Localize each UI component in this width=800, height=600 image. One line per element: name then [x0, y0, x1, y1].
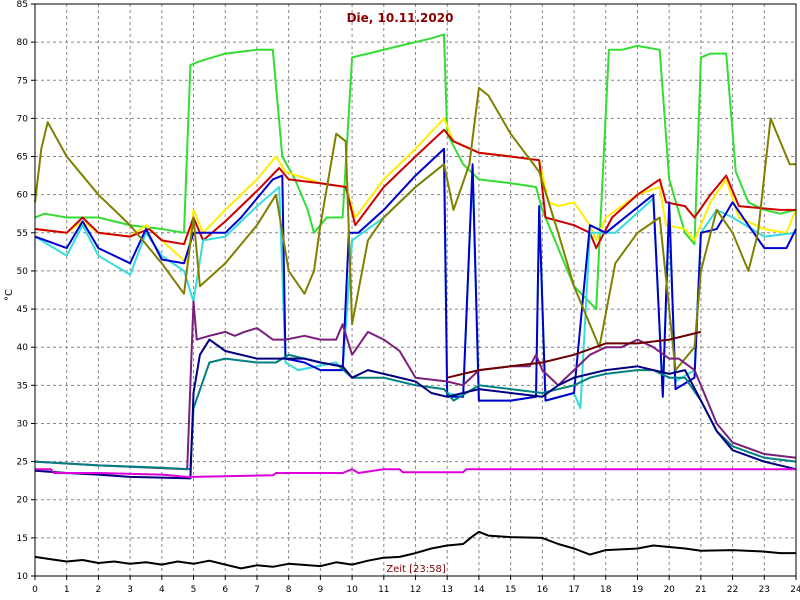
grid	[35, 4, 796, 576]
y-tick-label: 30	[17, 419, 29, 429]
series-line-11	[35, 468, 796, 478]
series-line-9	[34, 353, 797, 471]
series-line-6	[34, 86, 796, 372]
x-tick-label: 24	[790, 585, 800, 595]
y-tick-label: 35	[17, 381, 28, 391]
y-tick-label: 55	[17, 229, 28, 239]
y-tick-label: 15	[17, 534, 28, 544]
x-tick-label: 15	[505, 585, 516, 595]
series-line-3	[34, 128, 796, 250]
series-line-10	[34, 338, 797, 480]
y-tick-label: 70	[17, 114, 29, 124]
x-tick-label: 18	[600, 585, 612, 595]
series-line-1	[34, 33, 797, 311]
x-tick-label: 11	[378, 585, 389, 595]
y-tick-label: 45	[17, 305, 28, 315]
x-tick-label: 1	[64, 585, 70, 595]
x-tick-label: 5	[191, 585, 197, 595]
y-tick-label: 75	[17, 76, 28, 86]
y-tick-label: 80	[17, 38, 29, 48]
series-line-12	[34, 530, 796, 570]
series-layer	[34, 33, 797, 570]
y-tick-label: 10	[17, 572, 29, 582]
series-line-8	[446, 330, 702, 379]
x-tick-label: 23	[759, 585, 770, 595]
series-line-7	[34, 300, 797, 471]
y-tick-label: 25	[17, 458, 28, 468]
y-axis-ticks: 10 15 20 25 30 35 40 45 50 55 60 65 70 75 80 85	[17, 0, 35, 582]
x-tick-label: 8	[286, 585, 292, 595]
y-tick-label: 60	[17, 191, 29, 201]
x-tick-label: 10	[346, 585, 358, 595]
x-tick-label: 17	[568, 585, 579, 595]
y-tick-label: 40	[17, 343, 29, 353]
y-tick-label: 85	[17, 0, 28, 10]
x-axis-ticks: 0 1 2 3 4 5 6 7 8 9 10 11 12 13 14 15 16 17 18 19 20 21 22 23 24	[32, 576, 800, 595]
y-tick-label: 50	[17, 267, 29, 277]
x-tick-label: 4	[159, 585, 165, 595]
x-tick-label: 6	[222, 585, 228, 595]
x-tick-label: 2	[96, 585, 102, 595]
time-annotation: Zeit [23:58]	[386, 564, 446, 575]
y-tick-label: 65	[17, 153, 28, 163]
x-tick-label: 0	[32, 585, 38, 595]
x-tick-label: 20	[663, 585, 675, 595]
x-tick-label: 16	[537, 585, 549, 595]
x-tick-label: 19	[632, 585, 644, 595]
y-axis-label: °C	[4, 289, 15, 301]
x-tick-label: 22	[727, 585, 738, 595]
x-tick-label: 14	[473, 585, 485, 595]
x-tick-label: 7	[254, 585, 260, 595]
x-tick-label: 9	[318, 585, 324, 595]
x-tick-label: 13	[441, 585, 452, 595]
x-tick-label: 3	[127, 585, 133, 595]
chart-title: Die, 10.11.2020	[347, 11, 454, 25]
y-tick-label: 20	[17, 496, 29, 506]
x-tick-label: 21	[695, 585, 706, 595]
x-tick-label: 12	[410, 585, 421, 595]
